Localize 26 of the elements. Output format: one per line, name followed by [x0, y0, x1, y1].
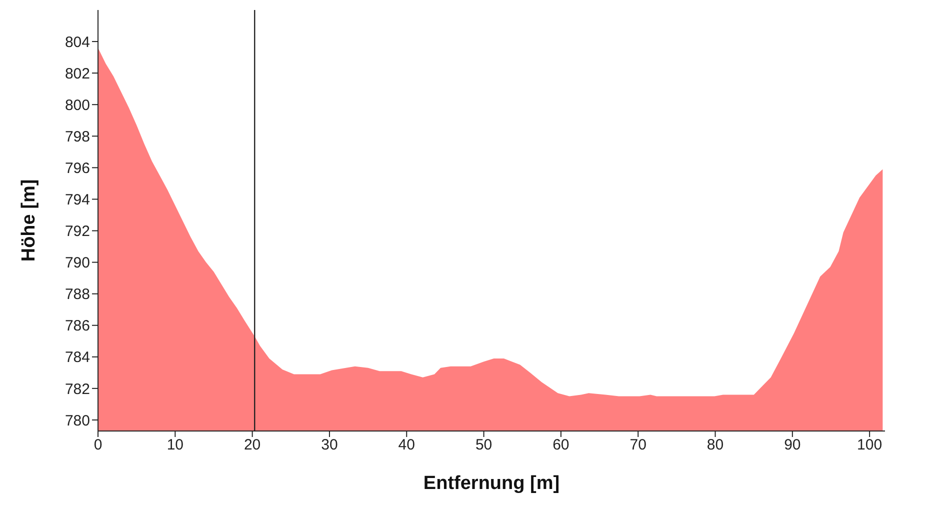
y-tick-label: 792 [64, 223, 90, 240]
y-tick-label: 796 [64, 160, 90, 178]
y-axis-title: Höhe [m] [18, 179, 40, 262]
y-tick-label: 804 [64, 34, 90, 51]
y-tick-label: 794 [64, 192, 90, 209]
y-tick-label: 786 [64, 318, 90, 335]
y-tick-label: 800 [64, 96, 90, 114]
y-tick-label: 782 [64, 380, 90, 398]
x-tick-label: 50 [475, 436, 492, 454]
x-tick-label: 40 [398, 436, 415, 454]
x-axis-title: Entfernung [m] [423, 473, 560, 494]
x-tick-label: 20 [244, 436, 261, 454]
y-tick-label: 784 [64, 349, 90, 366]
x-tick-label: 90 [784, 436, 801, 454]
y-tick-label: 780 [64, 412, 90, 430]
x-tick-label: 100 [857, 436, 882, 454]
y-tick-label: 788 [64, 286, 90, 304]
y-tick-label: 802 [64, 65, 90, 82]
x-tick-label: 80 [706, 436, 724, 454]
x-tick-label: 60 [552, 436, 570, 454]
x-tick-label: 10 [166, 436, 184, 454]
x-tick-label: 0 [94, 436, 102, 454]
y-tick-label: 798 [64, 128, 90, 146]
x-tick-label: 30 [321, 436, 338, 454]
y-tick-label: 790 [64, 254, 90, 272]
x-tick-label: 70 [630, 436, 646, 454]
